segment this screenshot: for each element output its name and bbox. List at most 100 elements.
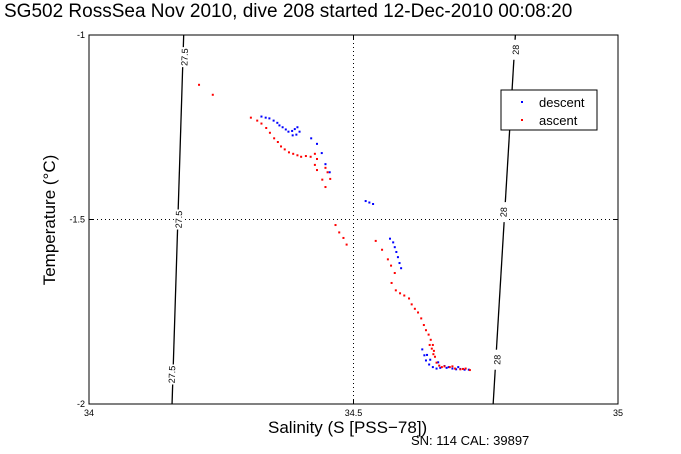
legend-label-descent: descent <box>539 95 585 110</box>
ascent-point <box>313 163 316 166</box>
descent-point <box>426 353 429 356</box>
ascent-point <box>403 294 406 297</box>
ascent-point <box>268 131 271 134</box>
descent-point <box>455 368 458 371</box>
ascent-point <box>321 178 324 181</box>
isopycnal-label-bg <box>492 349 503 370</box>
descent-point <box>315 142 318 145</box>
descent-point <box>431 366 434 369</box>
descent-point <box>424 359 427 362</box>
descent-point <box>281 126 284 129</box>
descent-point <box>276 121 279 124</box>
ascent-point <box>342 236 345 239</box>
axis-ticks: 34 34.5 35 -1 -1.5 -2 <box>69 30 623 418</box>
ascent-point <box>394 289 397 292</box>
ascent-point <box>345 243 348 246</box>
ascent-point <box>399 292 402 295</box>
isopycnal-label-bg <box>498 202 509 223</box>
legend-marker-ascent <box>521 119 523 121</box>
ascent-point <box>443 365 446 368</box>
x-tick-label: 34 <box>84 408 94 418</box>
ascent-point <box>283 148 286 151</box>
ascent-point <box>304 155 307 158</box>
serial-calibration-footer: SN: 114 CAL: 39897 <box>411 433 530 448</box>
ascent-point <box>338 231 341 234</box>
ascent-point <box>381 248 384 251</box>
ascent-point <box>198 83 201 86</box>
ascent-point <box>428 343 431 346</box>
data-points <box>198 83 471 372</box>
isopycnal-label-bg <box>510 39 521 60</box>
ascent-point <box>468 369 471 372</box>
ascent-point <box>431 343 434 346</box>
ascent-point <box>309 155 312 158</box>
descent-point <box>268 117 271 120</box>
descent-point <box>293 128 296 131</box>
x-axis-label: Salinity (S [PSS−78]) <box>268 418 428 437</box>
ascent-point <box>462 367 465 370</box>
descent-point <box>324 163 327 166</box>
descent-point <box>447 366 450 369</box>
descent-point <box>457 366 460 369</box>
descent-point <box>435 367 438 370</box>
ascent-point <box>260 122 263 125</box>
isopycnal-label: 27.5 <box>179 48 190 66</box>
isopycnal-label: 28 <box>492 355 502 365</box>
descent-point <box>295 133 298 136</box>
chart-title: SG502 RossSea Nov 2010, dive 208 started… <box>4 1 573 22</box>
descent-point <box>310 137 313 140</box>
descent-point <box>395 250 398 253</box>
ascent-point <box>420 317 423 320</box>
descent-point <box>287 130 290 133</box>
ascent-point <box>433 355 436 358</box>
y-tick-label: -1 <box>77 30 85 40</box>
ascent-point <box>430 347 433 350</box>
ascent-point <box>459 368 462 371</box>
ascent-point <box>413 307 416 310</box>
ascent-point <box>451 365 454 368</box>
descent-point <box>467 368 470 371</box>
ascent-point <box>273 137 276 140</box>
ascent-point <box>334 224 337 227</box>
descent-point <box>398 262 401 265</box>
descent-point <box>437 361 440 364</box>
ascent-point <box>422 324 425 327</box>
ascent-point <box>390 264 393 267</box>
ascent-point <box>280 145 283 148</box>
descent-point <box>291 129 294 132</box>
ascent-point <box>454 367 457 370</box>
descent-point <box>264 116 267 119</box>
ascent-point <box>256 119 259 122</box>
descent-point <box>463 368 466 371</box>
ascent-point <box>300 155 303 158</box>
isopycnal-label: 27.5 <box>174 211 185 229</box>
legend-marker-descent <box>521 101 523 103</box>
descent-point <box>396 256 399 259</box>
descent-point <box>298 130 301 133</box>
legend: descent ascent <box>500 89 598 131</box>
ascent-point <box>390 281 393 284</box>
descent-point <box>392 241 395 244</box>
descent-point <box>423 354 426 357</box>
descent-point <box>393 246 396 249</box>
ascent-point <box>276 141 279 144</box>
descent-point <box>284 128 287 131</box>
ascent-point <box>440 366 443 369</box>
isopycnal-contours <box>171 35 517 404</box>
ascent-point <box>315 157 318 160</box>
descent-point <box>389 237 392 240</box>
ascent-point <box>386 258 389 261</box>
ascent-point <box>448 366 451 369</box>
ascent-point <box>432 353 435 356</box>
descent-point <box>368 201 371 204</box>
descent-point <box>428 363 431 366</box>
descent-point <box>400 267 403 270</box>
y-tick-label: -1.5 <box>69 215 85 225</box>
legend-box <box>500 89 598 131</box>
ascent-point <box>408 297 411 300</box>
ascent-point <box>417 311 420 314</box>
ascent-point <box>432 349 435 352</box>
ascent-point <box>211 93 214 96</box>
descent-point <box>429 358 432 361</box>
